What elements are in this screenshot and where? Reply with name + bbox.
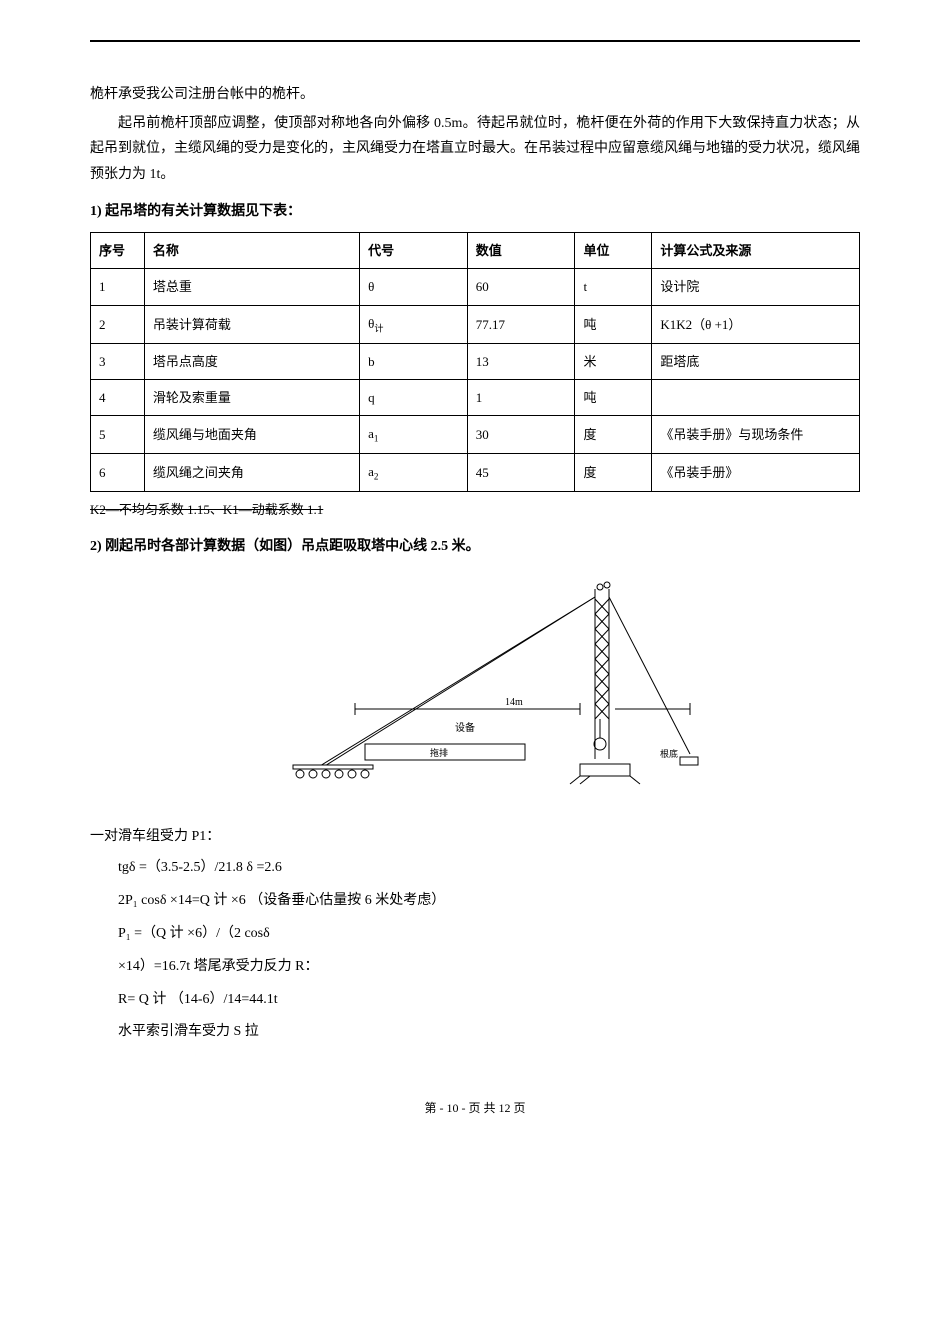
formula-line: P₁ =（Q 计 ×6）/（2 cosδ [118, 919, 860, 950]
page-footer: 第 - 10 - 页 共 12 页 [90, 1098, 860, 1120]
calc-heading: 一对滑车组受力 P1： [90, 824, 860, 849]
th-unit: 单位 [575, 232, 652, 268]
cell-seq: 4 [91, 380, 145, 416]
cell-seq: 3 [91, 343, 145, 379]
cell-value: 30 [467, 416, 575, 454]
cell-value: 45 [467, 454, 575, 492]
table-row: 3 塔吊点高度 b 13 米 距塔底 [91, 343, 860, 379]
table-row: 6 缆风绳之间夹角 a2 45 度 《吊装手册》 [91, 454, 860, 492]
table-row: 4 滑轮及索重量 q 1 吨 [91, 380, 860, 416]
cell-unit: 米 [575, 343, 652, 379]
diagram-label-base: 根底 [660, 748, 678, 759]
th-name: 名称 [144, 232, 359, 268]
table-row: 1 塔总重 θ 60 t 设计院 [91, 269, 860, 305]
cell-unit: 吨 [575, 380, 652, 416]
cell-code: q [360, 380, 468, 416]
th-source: 计算公式及来源 [652, 232, 860, 268]
th-value: 数值 [467, 232, 575, 268]
table-row: 5 缆风绳与地面夹角 a1 30 度 《吊装手册》与现场条件 [91, 416, 860, 454]
formula-line: ×14）=16.7t 塔尾承受力反力 R： [118, 952, 860, 983]
cell-value: 13 [467, 343, 575, 379]
cell-unit: 度 [575, 454, 652, 492]
cell-unit: t [575, 269, 652, 305]
formula-block: tgδ =（3.5-2.5）/21.8 δ =2.6 2P₁ cosδ ×14=… [118, 853, 860, 1048]
cell-name: 吊装计算荷载 [144, 305, 359, 343]
formula-line: tgδ =（3.5-2.5）/21.8 δ =2.6 [118, 853, 860, 884]
cell-name: 塔吊点高度 [144, 343, 359, 379]
table-note: K2—不均匀系数 1.15、K1—动载系数 1.1 [90, 498, 860, 521]
cell-name: 滑轮及索重量 [144, 380, 359, 416]
cell-source: 《吊装手册》与现场条件 [652, 416, 860, 454]
diagram-label-drag: 拖排 [430, 747, 448, 758]
formula-line: 2P₁ cosδ ×14=Q 计 ×6 （设备垂心估量按 6 米处考虑） [118, 886, 860, 917]
cell-code: a1 [360, 416, 468, 454]
cell-source: K1K2（θ +1） [652, 305, 860, 343]
cell-value: 60 [467, 269, 575, 305]
cell-code: a2 [360, 454, 468, 492]
section-1-title: 1) 起吊塔的有关计算数据见下表： [90, 199, 860, 224]
formula-line: 水平索引滑车受力 S 拉 [118, 1017, 860, 1048]
cell-code: b [360, 343, 468, 379]
cell-name: 塔总重 [144, 269, 359, 305]
cell-seq: 2 [91, 305, 145, 343]
cell-source: 《吊装手册》 [652, 454, 860, 492]
cell-unit: 度 [575, 416, 652, 454]
diagram-svg: 14m 设备 拖排 根底 [245, 579, 705, 799]
table-header-row: 序号 名称 代号 数值 单位 计算公式及来源 [91, 232, 860, 268]
th-seq: 序号 [91, 232, 145, 268]
cell-value: 1 [467, 380, 575, 416]
cell-source [652, 380, 860, 416]
cell-source: 距塔底 [652, 343, 860, 379]
cell-source: 设计院 [652, 269, 860, 305]
table-row: 2 吊装计算荷载 θ计 77.17 吨 K1K2（θ +1） [91, 305, 860, 343]
cell-name: 缆风绳之间夹角 [144, 454, 359, 492]
section-2-title: 2) 刚起吊时各部计算数据（如图）吊点距吸取塔中心线 2.5 米。 [90, 534, 860, 559]
diagram-label-device: 设备 [455, 721, 475, 734]
cell-seq: 5 [91, 416, 145, 454]
calculation-data-table: 序号 名称 代号 数值 单位 计算公式及来源 1 塔总重 θ 60 t 设计院 … [90, 232, 860, 492]
formula-line: R= Q 计 （14-6）/14=44.1t [118, 985, 860, 1016]
cell-code: θ [360, 269, 468, 305]
cell-unit: 吨 [575, 305, 652, 343]
cell-code: θ计 [360, 305, 468, 343]
cell-seq: 6 [91, 454, 145, 492]
intro-line-2: 起吊前桅杆顶部应调整，使顶部对称地各向外偏移 0.5m。待起吊就位时，桅杆便在外… [90, 111, 860, 187]
lifting-diagram: 14m 设备 拖排 根底 [90, 579, 860, 808]
th-code: 代号 [360, 232, 468, 268]
intro-line-1: 桅杆承受我公司注册台帐中的桅杆。 [90, 82, 860, 107]
cell-name: 缆风绳与地面夹角 [144, 416, 359, 454]
diagram-label-14m: 14m [505, 697, 523, 708]
top-horizontal-rule [90, 40, 860, 42]
cell-seq: 1 [91, 269, 145, 305]
cell-value: 77.17 [467, 305, 575, 343]
